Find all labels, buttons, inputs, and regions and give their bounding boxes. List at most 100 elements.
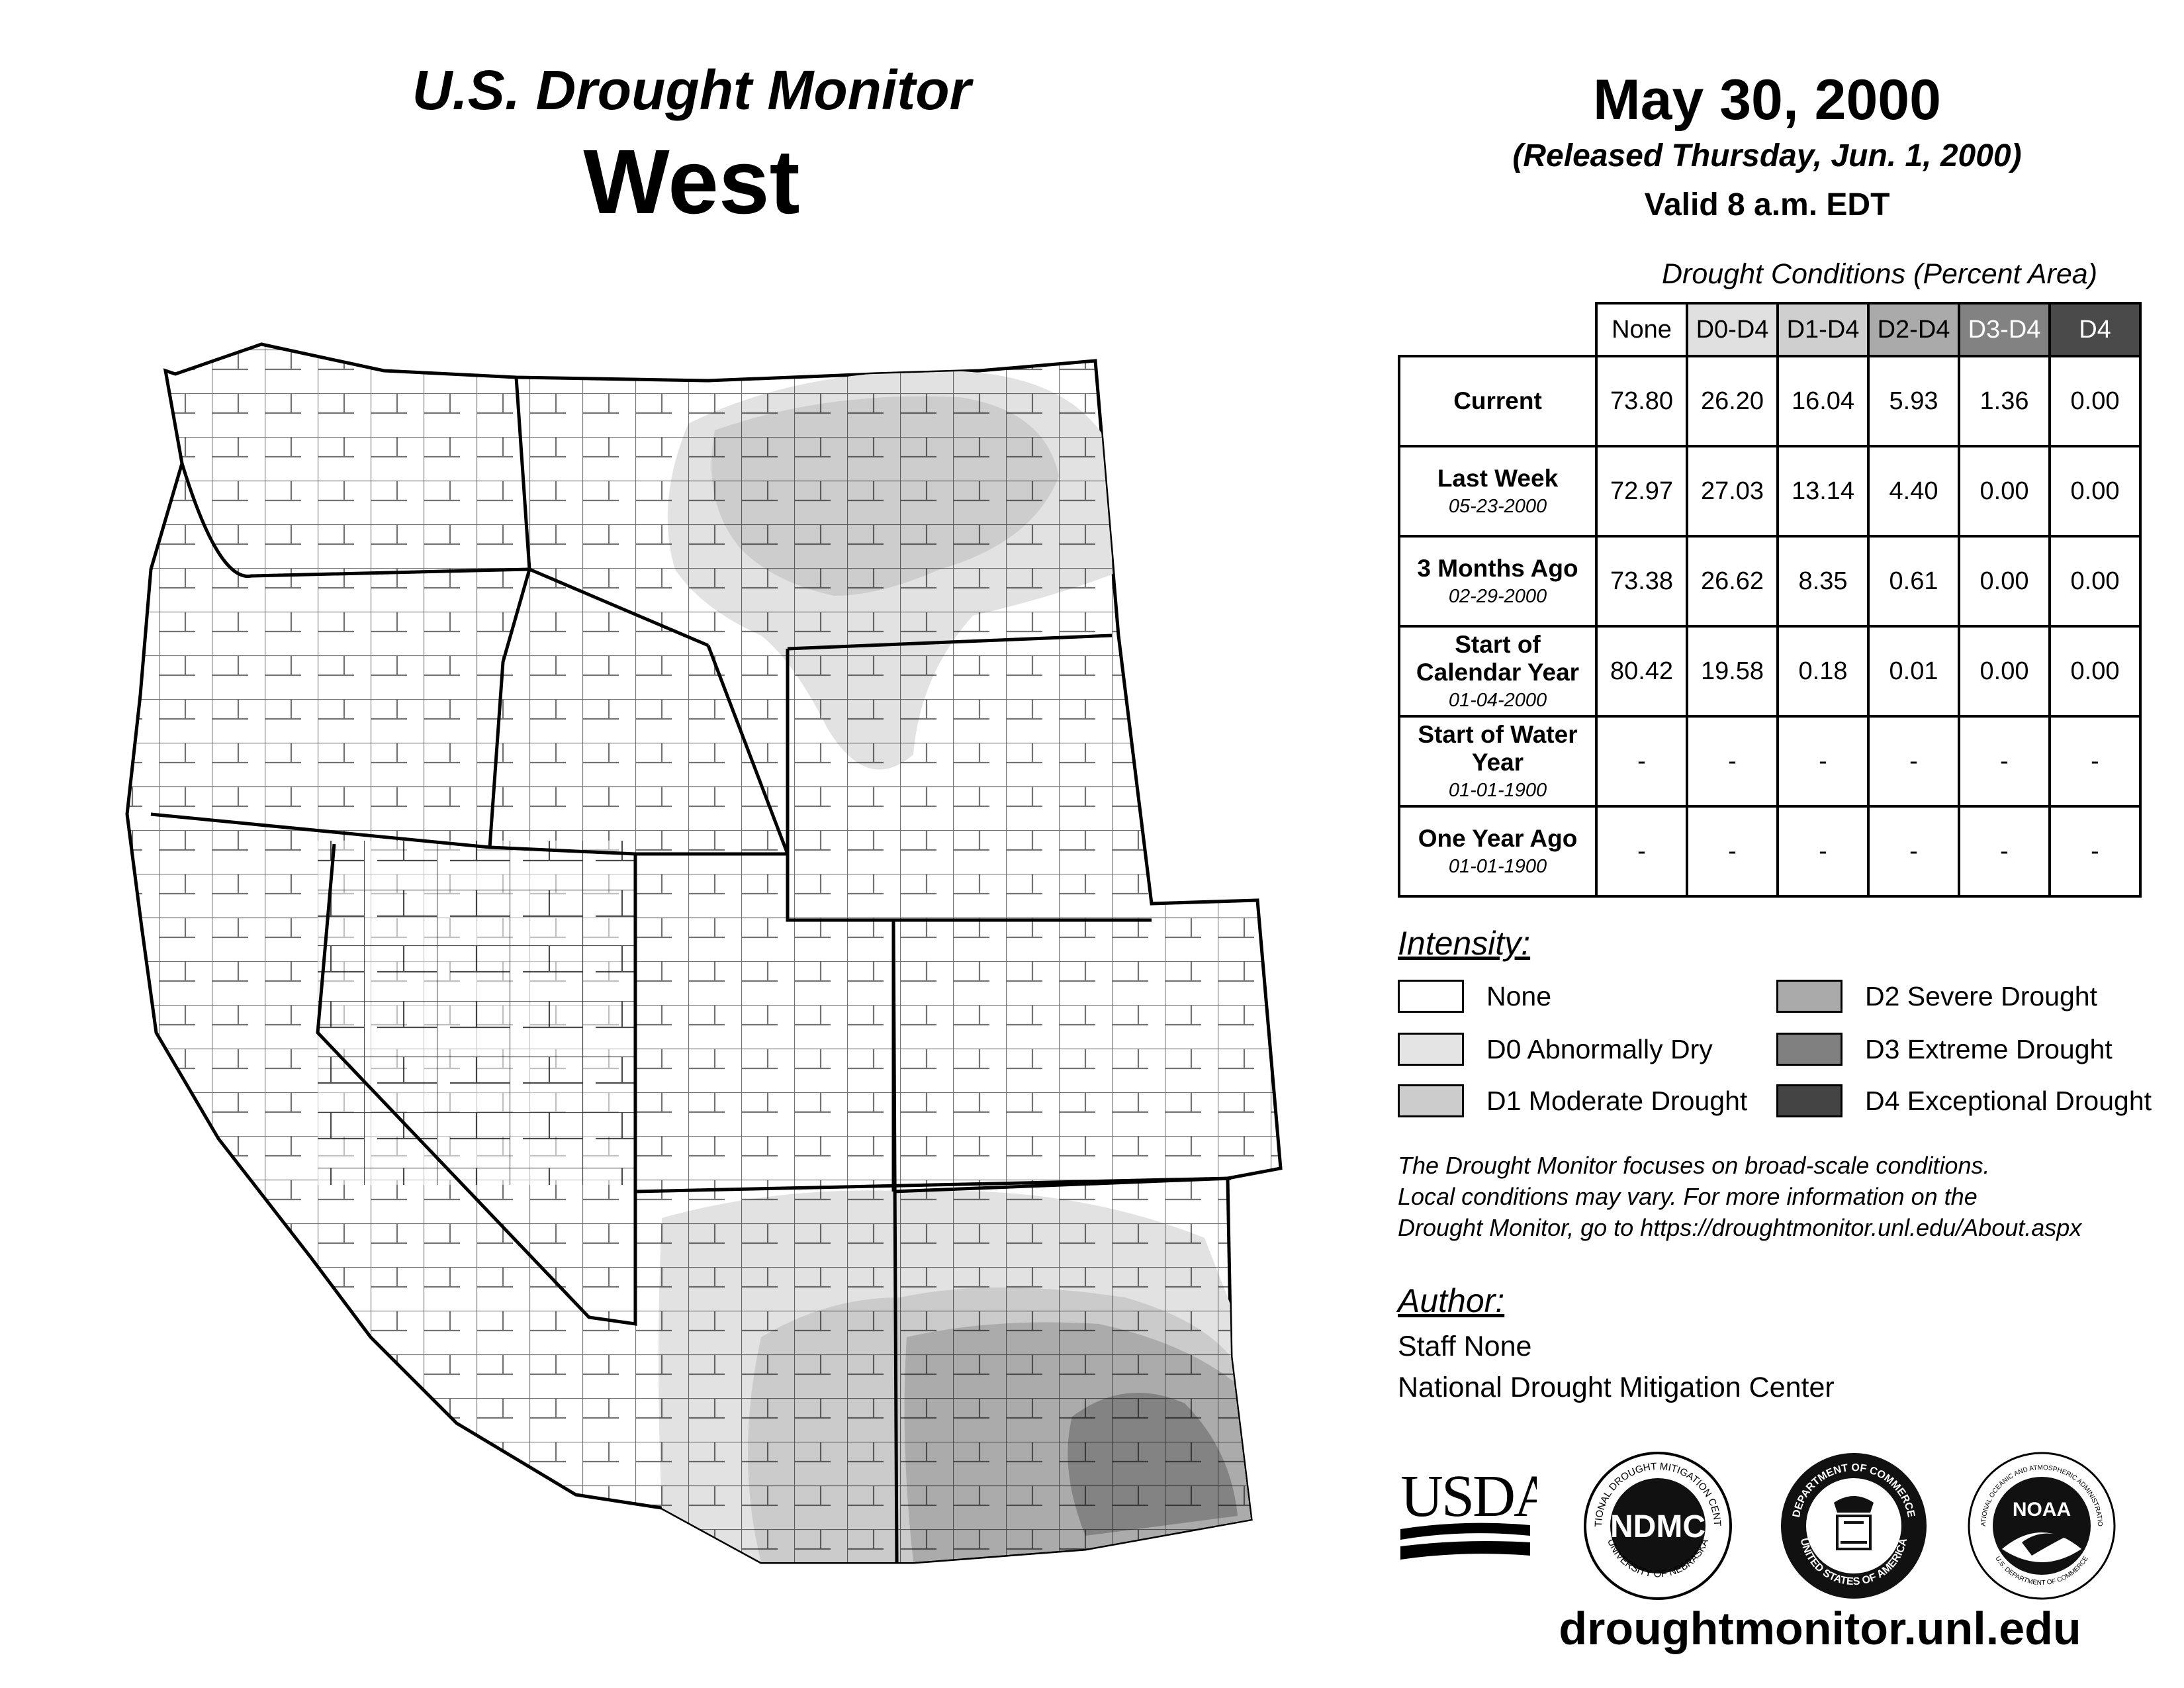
table-cell: 5.93 [1867, 355, 1960, 447]
table-row: Current 73.80 26.20 16.04 5.93 1.36 0.00 [1398, 355, 2142, 447]
legend-label: D3 Extreme Drought [1865, 1034, 2113, 1064]
drought-stats-table: None D0-D4 D1-D4 D2-D4 D3-D4 D4 Current 7… [1398, 302, 2142, 898]
row-label-date: 01-01-1900 [1448, 856, 1547, 878]
table-header-row: None D0-D4 D1-D4 D2-D4 D3-D4 D4 [1399, 302, 2142, 357]
commerce-seal: DEPARTMENT OF COMMERCE UNITED STATES OF … [1781, 1453, 1927, 1599]
table-cell: - [2048, 805, 2142, 898]
disclaimer-note: The Drought Monitor focuses on broad-sca… [1398, 1150, 2179, 1243]
table-cell: 19.58 [1686, 625, 1779, 718]
table-cell: - [1958, 715, 2051, 808]
usda-logo-text: USDA [1400, 1464, 1537, 1529]
table-row: Last Week 05-23-2000 72.97 27.03 13.14 4.40 0.… [1398, 445, 2142, 538]
table-cell: 4.40 [1867, 445, 1960, 538]
row-label: Start of Water Year 01-01-1900 [1398, 715, 1598, 808]
table-cell: 0.00 [2048, 535, 2142, 628]
table-cell: 0.18 [1776, 625, 1870, 718]
valid-time: Valid 8 a.m. EDT [1644, 187, 1890, 222]
row-label-text: Current [1453, 387, 1542, 415]
table-caption: Drought Conditions (Percent Area) [1661, 258, 2098, 290]
row-label-text: Last Week [1437, 465, 1559, 492]
legend-title: Intensity: [1398, 925, 1531, 962]
table-cell: 0.01 [1867, 625, 1960, 718]
table-cell: - [2048, 715, 2142, 808]
noaa-logo: NATIONAL OCEANIC AND ATMOSPHERIC ADMINIS… [1966, 1450, 2116, 1600]
row-label-text: One Year Ago [1418, 825, 1578, 853]
drought-map [125, 342, 1283, 1564]
table-cell: 0.00 [1958, 625, 2051, 718]
legend-swatch-d1 [1398, 1084, 1464, 1117]
legend-label: None [1486, 981, 1552, 1011]
legend-swatch-d4 [1776, 1084, 1843, 1117]
table-cell: - [1686, 715, 1779, 808]
table-cell: 8.35 [1776, 535, 1870, 628]
legend-swatch-none [1398, 980, 1464, 1013]
row-label: 3 Months Ago 02-29-2000 [1398, 535, 1598, 628]
row-label: Current [1398, 355, 1598, 447]
table-cell: 26.20 [1686, 355, 1779, 447]
legend-swatch-d0 [1398, 1033, 1464, 1066]
row-label-date: 02-29-2000 [1448, 586, 1547, 608]
table-cell: 0.00 [2048, 625, 2142, 718]
table-cell: - [1595, 805, 1688, 898]
state-boundaries [150, 377, 1232, 1563]
legend-label: D0 Abnormally Dry [1486, 1034, 1713, 1064]
table-cell: - [1867, 805, 1960, 898]
table-cell: 73.38 [1595, 535, 1688, 628]
table-cell: 0.00 [1958, 535, 2051, 628]
table-cell: 72.97 [1595, 445, 1688, 538]
table-cell: 13.14 [1776, 445, 1870, 538]
table-cell: - [1958, 805, 2051, 898]
legend-label: D4 Exceptional Drought [1865, 1086, 2152, 1116]
table-cell: - [1776, 715, 1870, 808]
table-cell: - [1686, 805, 1779, 898]
author-name: Staff None [1398, 1331, 1532, 1362]
table-cell: 1.36 [1958, 355, 2051, 447]
col-header: None [1595, 302, 1688, 357]
col-header: D4 [2048, 302, 2142, 357]
row-label-date: 05-23-2000 [1448, 496, 1547, 518]
row-label: One Year Ago 01-01-1900 [1398, 805, 1598, 898]
author-title: Author: [1398, 1282, 1505, 1319]
row-label: Last Week 05-23-2000 [1398, 445, 1598, 538]
col-header: D2-D4 [1867, 302, 1960, 357]
author-org: National Drought Mitigation Center [1398, 1372, 1835, 1403]
row-label: Start of Calendar Year 01-04-2000 [1398, 625, 1598, 718]
table-cell: 0.00 [2048, 355, 2142, 447]
map-date: May 30, 2000 [1593, 68, 1941, 132]
row-label-text: Start of Water Year [1418, 721, 1578, 776]
table-cell: 16.04 [1776, 355, 1870, 447]
ndmc-logo-text: NDMC [1610, 1509, 1706, 1544]
table-cell: - [1595, 715, 1688, 808]
legend-label: D1 Moderate Drought [1486, 1086, 1748, 1116]
table-cell: 26.62 [1686, 535, 1779, 628]
usda-logo: USDA [1400, 1464, 1537, 1560]
legend-label: D2 Severe Drought [1865, 981, 2097, 1011]
col-header: D1-D4 [1776, 302, 1870, 357]
table-cell: 0.00 [1958, 445, 2051, 538]
table-row: 3 Months Ago 02-29-2000 73.38 26.62 8.35 0.61… [1398, 535, 2142, 628]
ndmc-logo: NATIONAL DROUGHT MITIGATION CENTER UNIVE… [1582, 1450, 1732, 1600]
table-cell: 27.03 [1686, 445, 1779, 538]
table-row: Start of Calendar Year 01-04-2000 80.42 19.… [1398, 625, 2142, 718]
table-cell: 0.00 [2048, 445, 2142, 538]
col-header: D0-D4 [1686, 302, 1779, 357]
note-line: Local conditions may vary. For more info… [1398, 1182, 1978, 1210]
table-row: Start of Water Year 01-01-1900- - - - - - [1398, 715, 2142, 808]
row-label-date: 01-04-2000 [1448, 690, 1547, 712]
table-cell: - [1776, 805, 1870, 898]
website-url[interactable]: droughtmonitor.unl.edu [1559, 1603, 2081, 1654]
release-date: (Released Thursday, Jun. 1, 2000) [1512, 138, 2022, 173]
table-cell: - [1867, 715, 1960, 808]
table-cell: 0.61 [1867, 535, 1960, 628]
legend-swatch-d3 [1776, 1033, 1843, 1066]
noaa-logo-text: NOAA [2013, 1499, 2071, 1521]
table-row: One Year Ago 01-01-1900- - - - - - [1398, 805, 2142, 898]
row-label-date: 01-01-1900 [1448, 780, 1547, 802]
table-cell: 73.80 [1595, 355, 1688, 447]
note-line: Drought Monitor, go to https://droughtmo… [1398, 1213, 2082, 1241]
table-corner [1399, 303, 1598, 357]
row-label-text: 3 Months Ago [1417, 555, 1578, 583]
note-line: The Drought Monitor focuses on broad-sca… [1398, 1152, 1990, 1179]
legend-swatch-d2 [1776, 980, 1843, 1013]
map-title: U.S. Drought Monitor [412, 59, 972, 121]
